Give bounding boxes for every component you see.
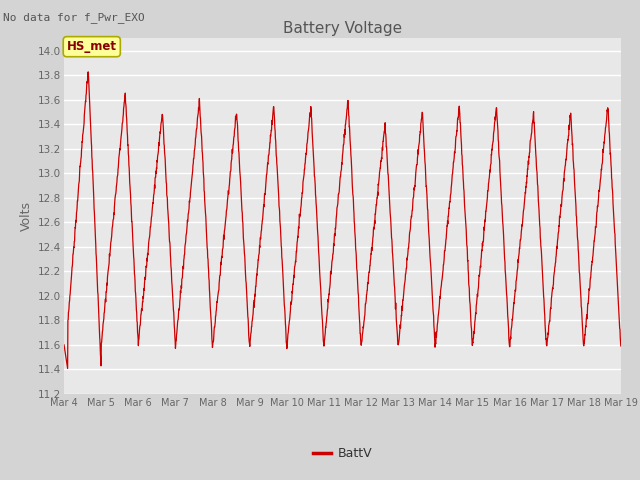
Y-axis label: Volts: Volts (19, 201, 33, 231)
Title: Battery Voltage: Battery Voltage (283, 21, 402, 36)
Text: HS_met: HS_met (67, 40, 116, 53)
Legend: BattV: BattV (308, 443, 377, 466)
Text: No data for f_Pwr_EXO: No data for f_Pwr_EXO (3, 12, 145, 23)
